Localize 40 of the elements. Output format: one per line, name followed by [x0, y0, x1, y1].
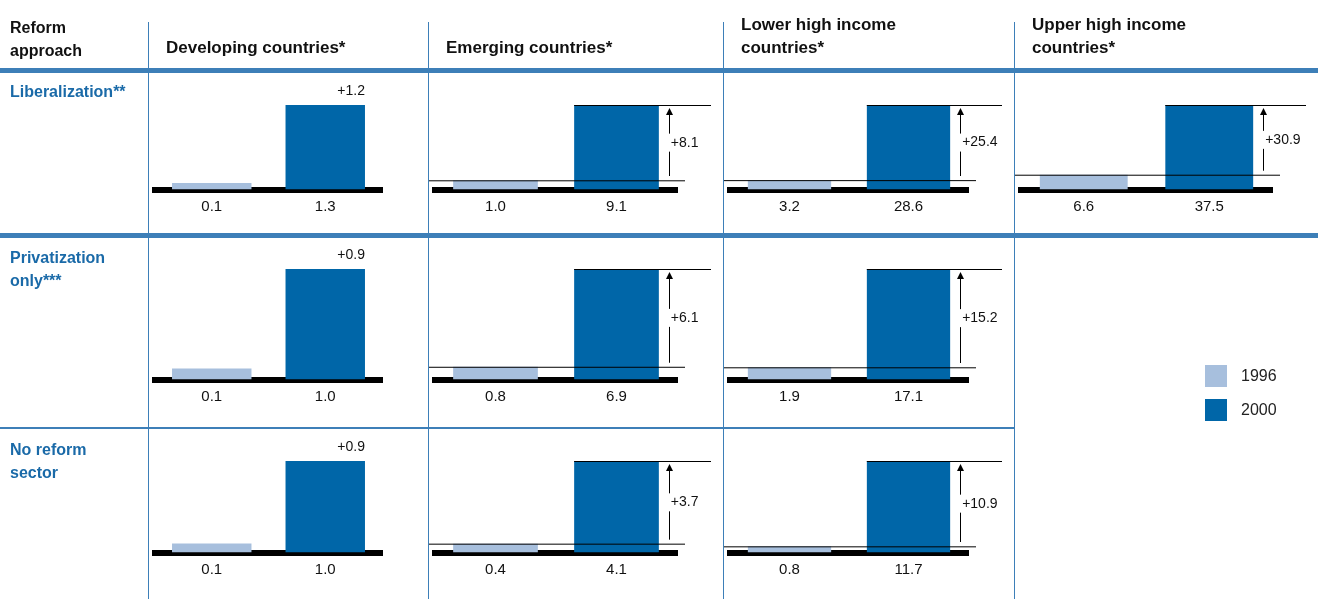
annotation: +25.4	[962, 133, 998, 150]
chart-title: Emerging countries*	[446, 37, 613, 60]
data-label: 9.1	[606, 197, 627, 215]
annotation: +10.9	[962, 494, 998, 511]
chart-title: Upper high income countries*	[1032, 14, 1187, 60]
data-label: 0.1	[201, 197, 223, 215]
data-label: 0.1	[201, 560, 223, 578]
annotation: +30.9	[1265, 130, 1301, 147]
data-label: 6.9	[606, 387, 627, 405]
data-label: 1.0	[485, 197, 506, 215]
annotation: +8.1	[670, 133, 699, 150]
data-label: 6.6	[1073, 197, 1095, 215]
data-label: 3.2	[779, 197, 800, 215]
y-axis-title: No reform sector	[9, 440, 88, 484]
data-label: 37.5	[1194, 197, 1224, 215]
data-label: 0.4	[485, 560, 506, 578]
data-label: 0.8	[485, 387, 506, 405]
annotation: +3.7	[670, 493, 699, 510]
category-label: 2000	[1241, 401, 1277, 419]
text: +1.2	[337, 81, 366, 98]
data-label: 28.6	[893, 197, 924, 215]
data-label: 17.1	[893, 387, 924, 405]
data-label: 1.0	[314, 387, 336, 405]
y-axis-title: Liberalization**	[9, 82, 126, 102]
category-label: 1996	[1241, 367, 1277, 385]
data-label: 1.0	[314, 560, 336, 578]
annotation: +15.2	[962, 309, 998, 326]
data-label: 0.1	[201, 387, 223, 405]
data-label: 11.7	[894, 560, 923, 578]
annotation: +6.1	[670, 308, 699, 325]
data-label: 4.1	[606, 560, 627, 578]
text: +0.9	[337, 245, 366, 262]
chart-title: Lower high income countries*	[741, 14, 897, 60]
y-axis-title: Privatization only***	[9, 248, 107, 292]
text: Reform approach	[9, 18, 83, 62]
text: +0.9	[337, 437, 366, 454]
data-label: 0.8	[779, 560, 800, 578]
chart-title: Developing countries*	[166, 37, 346, 60]
data-label: 1.9	[779, 387, 800, 405]
data-label: 1.3	[314, 197, 336, 215]
